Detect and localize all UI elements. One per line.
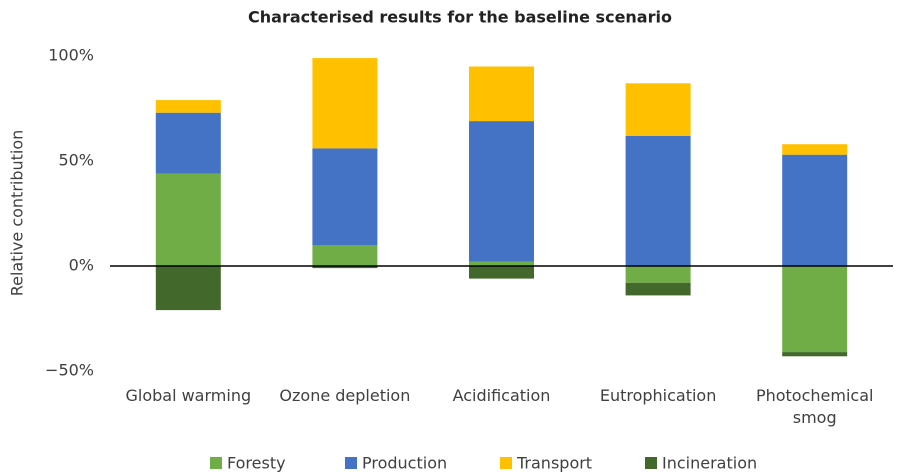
- legend-swatch: [345, 457, 357, 469]
- bar-segment: [155, 112, 221, 174]
- bar-segment: [469, 66, 534, 122]
- x-tick-label: Acidification: [452, 386, 551, 405]
- bar-segment: [469, 121, 534, 262]
- bar-segment: [469, 266, 534, 279]
- y-axis-label: Relative contribution: [8, 130, 27, 297]
- legend-swatch: [210, 457, 222, 469]
- bar-segment: [625, 83, 691, 136]
- legend-label: Foresty: [227, 454, 286, 473]
- bar-segment: [625, 266, 691, 283]
- bar-segment: [312, 245, 378, 266]
- bar-segment: [782, 266, 848, 353]
- legend-label: Production: [362, 454, 447, 473]
- y-tick-label: 50%: [58, 151, 94, 170]
- chart-title: Characterised results for the baseline s…: [248, 8, 672, 27]
- x-tick-label: Global warming: [125, 386, 252, 405]
- bar-segment: [782, 144, 848, 155]
- bar-segment: [312, 148, 378, 245]
- y-tick-label: 0%: [69, 256, 94, 275]
- x-tick-label: Photochemical smog: [755, 386, 874, 427]
- x-tick-label: Ozone depletion: [279, 386, 411, 405]
- bar-segment: [625, 135, 691, 266]
- y-tick-label: −50%: [45, 361, 94, 380]
- bar-segment: [625, 282, 691, 296]
- y-tick-label: 100%: [48, 46, 94, 65]
- bar-segment: [155, 173, 221, 266]
- bar-segment: [312, 266, 378, 269]
- bar-segment: [469, 261, 534, 266]
- bar-segment: [782, 154, 848, 266]
- x-tick-label: Eutrophication: [599, 386, 717, 405]
- legend-swatch: [500, 457, 512, 469]
- legend-label: Transport: [516, 454, 592, 473]
- legend-swatch: [645, 457, 657, 469]
- legend-label: Incineration: [662, 454, 757, 473]
- bar-segment: [312, 58, 378, 149]
- bar-segment: [782, 352, 848, 357]
- bar-segment: [155, 266, 221, 311]
- bar-segment: [155, 100, 221, 113]
